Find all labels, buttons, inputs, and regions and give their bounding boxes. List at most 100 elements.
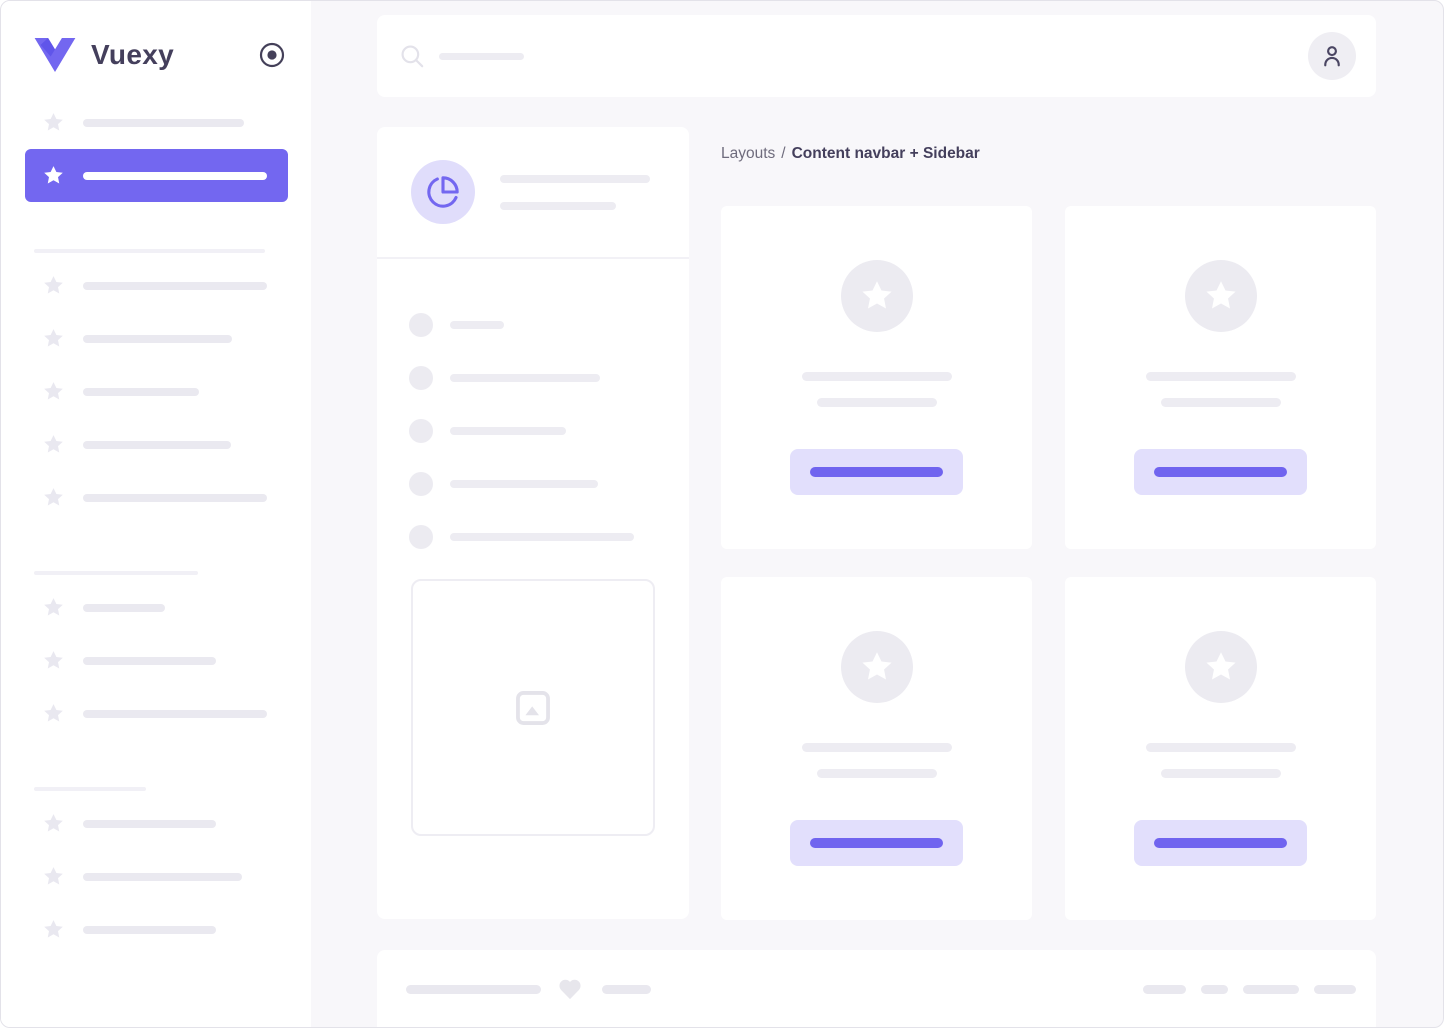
placeholder-bar xyxy=(450,532,634,541)
search-icon xyxy=(399,43,425,69)
bullet-circle xyxy=(409,524,433,549)
radio-circle-icon xyxy=(259,42,285,68)
breadcrumb-separator: / xyxy=(781,145,786,162)
star-icon xyxy=(42,164,65,187)
star-icon xyxy=(42,918,65,941)
cards-grid xyxy=(721,206,1376,920)
list-item xyxy=(409,298,689,351)
placeholder-bar xyxy=(450,373,600,382)
footer-link-bar xyxy=(1314,984,1356,994)
list-item xyxy=(409,351,689,404)
card-action-button[interactable] xyxy=(790,820,963,866)
footer-link-bar xyxy=(1243,984,1299,994)
placeholder-bar xyxy=(83,656,216,665)
button-label-bar xyxy=(1154,467,1287,477)
placeholder-bar xyxy=(602,984,651,994)
bullet-circle xyxy=(409,312,433,337)
sidebar-item[interactable] xyxy=(25,797,288,850)
main-area: Layouts / Content navbar + Sidebar xyxy=(311,1,1443,1027)
placeholder-bar xyxy=(816,398,937,407)
footer-link-bar xyxy=(1201,984,1228,994)
sidebar-item[interactable] xyxy=(25,903,288,956)
list-item xyxy=(409,510,689,563)
star-icon xyxy=(42,486,65,509)
breadcrumb-section[interactable]: Layouts xyxy=(721,145,776,162)
placeholder-bar xyxy=(450,426,566,435)
star-icon xyxy=(42,649,65,672)
pie-chart-icon xyxy=(426,175,460,209)
sidebar-item[interactable] xyxy=(25,687,288,740)
user-avatar-button[interactable] xyxy=(1308,32,1356,80)
placeholder-bar xyxy=(83,387,199,396)
profile-detail-list xyxy=(377,259,689,563)
card-action-button[interactable] xyxy=(1134,449,1307,495)
star-icon xyxy=(42,596,65,619)
star-icon xyxy=(42,380,65,403)
star-icon xyxy=(42,327,65,350)
star-icon xyxy=(859,278,895,314)
placeholder-bar xyxy=(83,440,231,449)
sidebar-item[interactable] xyxy=(25,259,288,312)
button-label-bar xyxy=(810,467,943,477)
button-label-bar xyxy=(810,838,943,848)
placeholder-bar xyxy=(801,743,952,752)
footer-link-bar xyxy=(1143,984,1186,994)
placeholder-bar xyxy=(450,479,598,488)
sidebar-item[interactable] xyxy=(25,96,288,149)
placeholder-bar xyxy=(83,171,267,180)
card-avatar-circle xyxy=(840,631,913,703)
page-title: Content navbar + Sidebar xyxy=(791,145,980,162)
card-avatar-circle xyxy=(840,260,913,332)
bullet-circle xyxy=(409,418,433,443)
star-icon xyxy=(1203,278,1239,314)
demo-card xyxy=(721,206,1032,549)
sidebar: Vuexy xyxy=(1,1,311,1027)
image-placeholder xyxy=(411,579,655,836)
placeholder-bar xyxy=(500,201,616,210)
section-divider xyxy=(34,571,198,575)
footer-left xyxy=(406,976,651,1002)
star-icon xyxy=(42,274,65,297)
sidebar-menu xyxy=(1,96,311,956)
placeholder-bar xyxy=(1145,743,1296,752)
footer xyxy=(377,950,1376,1027)
demo-card xyxy=(721,577,1032,920)
placeholder-bar xyxy=(83,603,165,612)
search-input[interactable] xyxy=(399,43,1308,69)
sidebar-item[interactable] xyxy=(25,850,288,903)
sidebar-collapse-toggle[interactable] xyxy=(259,42,285,68)
placeholder-bar xyxy=(83,709,267,718)
app-title: Vuexy xyxy=(91,39,174,70)
sidebar-item[interactable] xyxy=(25,634,288,687)
star-icon xyxy=(42,433,65,456)
section-divider xyxy=(34,787,146,791)
sidebar-item[interactable] xyxy=(25,312,288,365)
bullet-circle xyxy=(409,365,433,390)
content-row: Layouts / Content navbar + Sidebar xyxy=(377,127,1376,920)
image-icon xyxy=(514,689,552,727)
placeholder-bar xyxy=(83,118,244,127)
breadcrumb: Layouts / Content navbar + Sidebar xyxy=(721,127,1376,206)
logo-row: Vuexy xyxy=(1,1,311,79)
card-action-button[interactable] xyxy=(790,449,963,495)
placeholder-bar xyxy=(500,174,650,183)
avatar-chip xyxy=(411,160,475,224)
sidebar-item[interactable] xyxy=(25,149,288,202)
placeholder-bar xyxy=(1160,398,1281,407)
top-navbar xyxy=(377,15,1376,97)
sidebar-item[interactable] xyxy=(25,365,288,418)
placeholder-bar xyxy=(83,819,216,828)
star-icon xyxy=(42,111,65,134)
placeholder-bar xyxy=(450,320,504,329)
user-icon xyxy=(1319,43,1345,69)
sidebar-item[interactable] xyxy=(25,471,288,524)
star-icon xyxy=(859,649,895,685)
vuexy-v-icon xyxy=(33,37,77,73)
placeholder-bar xyxy=(83,925,216,934)
card-action-button[interactable] xyxy=(1134,820,1307,866)
button-label-bar xyxy=(1154,838,1287,848)
placeholder-bar xyxy=(83,872,242,881)
sidebar-item[interactable] xyxy=(25,581,288,634)
sidebar-item[interactable] xyxy=(25,418,288,471)
